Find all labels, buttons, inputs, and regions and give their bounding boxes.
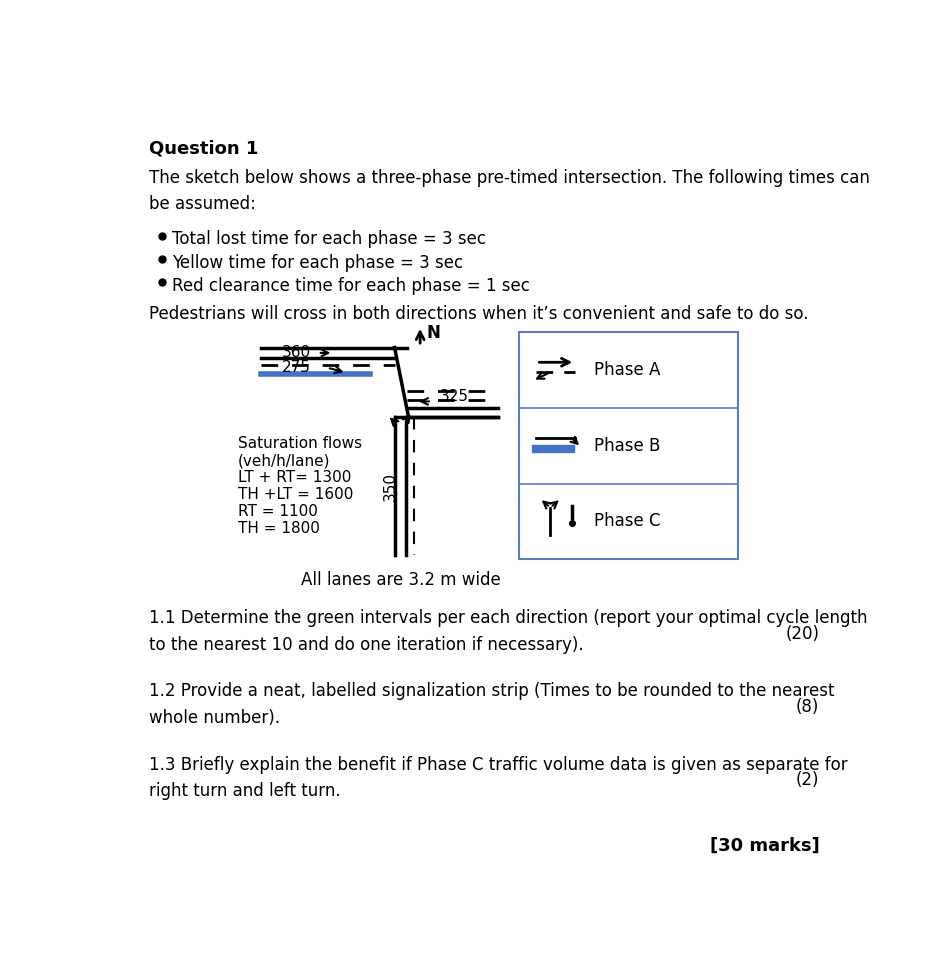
Text: Question 1: Question 1 bbox=[149, 140, 258, 157]
Text: (veh/h/lane): (veh/h/lane) bbox=[238, 453, 330, 468]
Text: Phase A: Phase A bbox=[594, 361, 661, 379]
Text: Phase C: Phase C bbox=[594, 513, 661, 530]
Text: Yellow time for each phase = 3 sec: Yellow time for each phase = 3 sec bbox=[173, 253, 463, 272]
Text: The sketch below shows a three-phase pre-timed intersection. The following times: The sketch below shows a three-phase pre… bbox=[149, 169, 869, 214]
Text: 1.2 Provide a neat, labelled signalization strip (Times to be rounded to the nea: 1.2 Provide a neat, labelled signalizati… bbox=[149, 683, 835, 727]
Text: (8): (8) bbox=[796, 698, 819, 716]
Text: (2): (2) bbox=[796, 771, 819, 789]
Text: 360: 360 bbox=[282, 346, 311, 360]
Text: (20): (20) bbox=[786, 624, 819, 643]
Text: All lanes are 3.2 m wide: All lanes are 3.2 m wide bbox=[301, 571, 501, 588]
Text: 350: 350 bbox=[383, 472, 398, 501]
Text: Pedestrians will cross in both directions when it’s convenient and safe to do so: Pedestrians will cross in both direction… bbox=[149, 305, 808, 323]
Text: Total lost time for each phase = 3 sec: Total lost time for each phase = 3 sec bbox=[173, 230, 487, 249]
Text: Red clearance time for each phase = 1 sec: Red clearance time for each phase = 1 se… bbox=[173, 277, 530, 294]
Text: 275: 275 bbox=[282, 360, 311, 375]
Text: 1.1 Determine the green intervals per each direction (report your optimal cycle : 1.1 Determine the green intervals per ea… bbox=[149, 610, 868, 653]
Text: TH +LT = 1600: TH +LT = 1600 bbox=[238, 486, 354, 502]
Text: LT + RT= 1300: LT + RT= 1300 bbox=[238, 470, 352, 485]
Text: N: N bbox=[426, 324, 440, 343]
Text: Saturation flows: Saturation flows bbox=[238, 436, 362, 452]
Bar bbox=[520, 332, 737, 559]
Text: Phase B: Phase B bbox=[594, 437, 661, 454]
Text: [30 marks]: [30 marks] bbox=[709, 836, 819, 854]
Text: 1.3 Briefly explain the benefit if Phase C traffic volume data is given as separ: 1.3 Briefly explain the benefit if Phase… bbox=[149, 755, 848, 800]
Text: RT = 1100: RT = 1100 bbox=[238, 504, 318, 519]
Text: TH = 1800: TH = 1800 bbox=[238, 520, 320, 536]
Text: 325: 325 bbox=[439, 388, 469, 404]
